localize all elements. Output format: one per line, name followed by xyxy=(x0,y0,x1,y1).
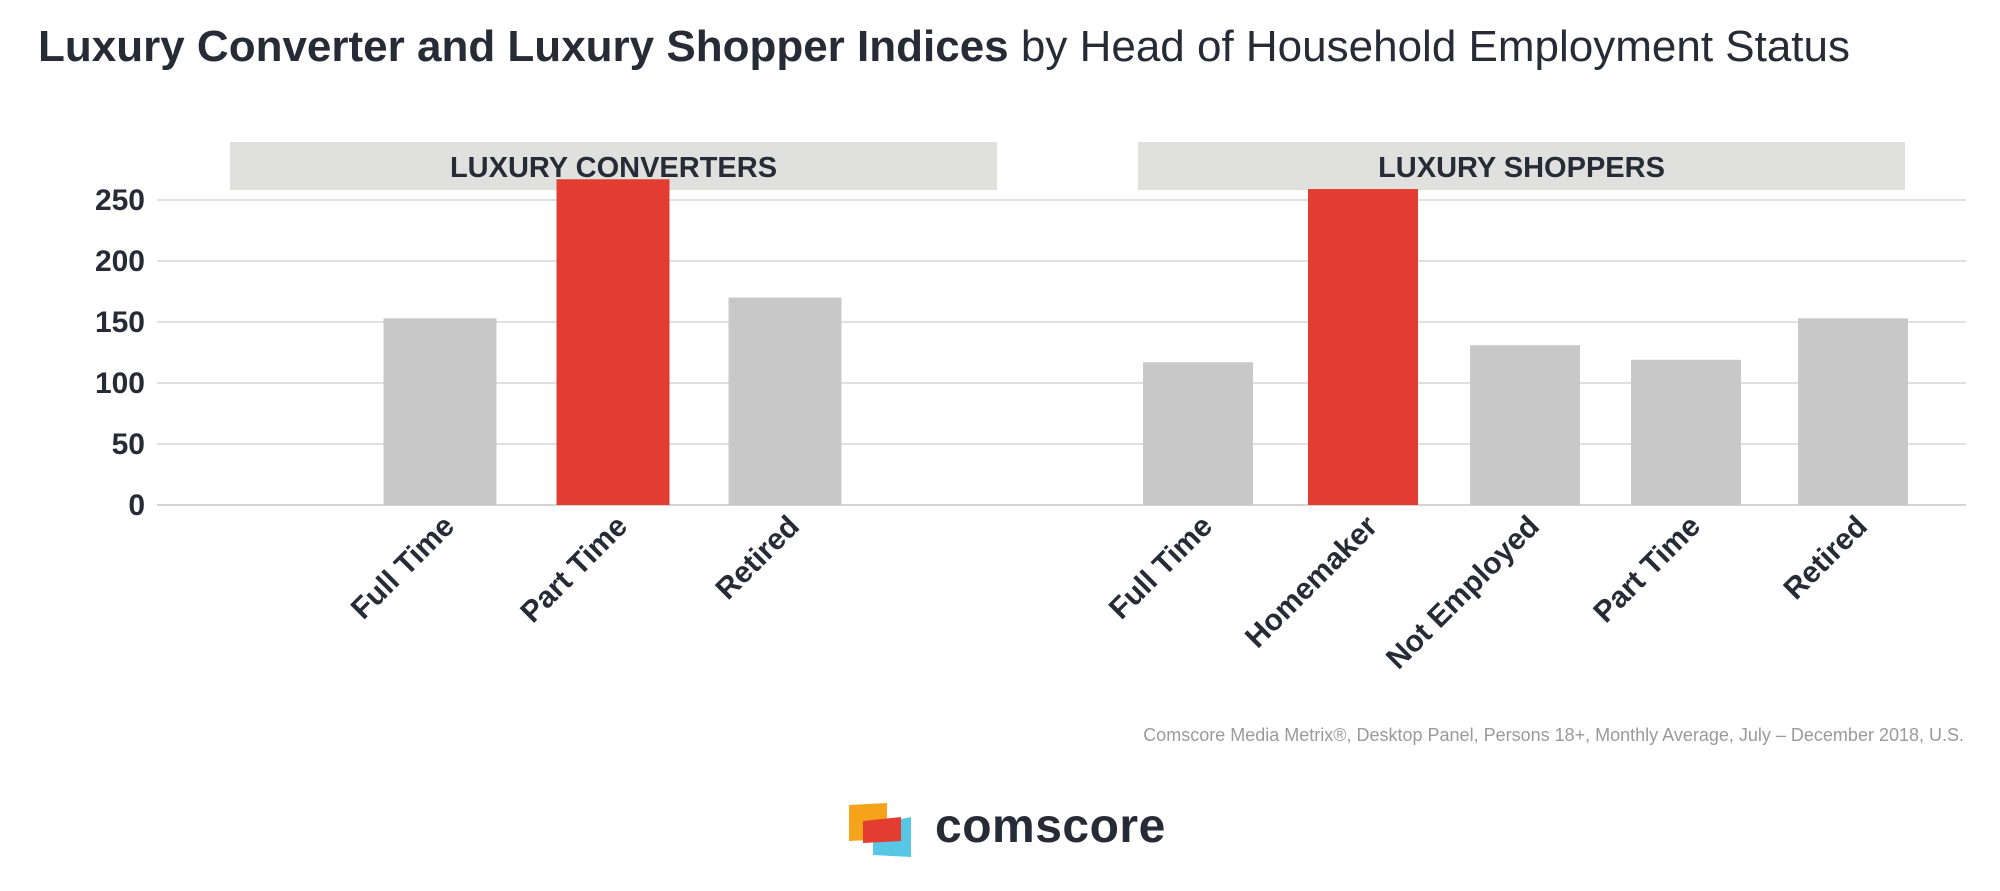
bar xyxy=(728,297,842,505)
panel-header xyxy=(1138,142,1905,190)
bar xyxy=(1470,345,1580,505)
y-tick-label: 150 xyxy=(95,306,145,339)
source-footnote: Comscore Media Metrix®, Desktop Panel, P… xyxy=(1143,725,1964,745)
y-tick-label: 50 xyxy=(112,428,145,461)
chart-title-bold: Luxury Converter and Luxury Shopper Indi… xyxy=(38,22,1009,71)
bar xyxy=(1308,189,1418,505)
panel-title: LUXURY CONVERTERS xyxy=(450,152,777,184)
category-label: Part Time xyxy=(514,510,634,630)
bar xyxy=(1631,359,1741,505)
y-tick-label: 200 xyxy=(95,245,145,278)
bar xyxy=(1143,362,1253,505)
category-label: Not Employed xyxy=(1380,510,1546,676)
bar xyxy=(383,318,497,505)
comscore-logo-text: comscore xyxy=(935,800,1166,853)
category-label: Part Time xyxy=(1587,510,1707,630)
panel-title: LUXURY SHOPPERS xyxy=(1378,152,1665,184)
y-tick-label: 250 xyxy=(95,184,145,217)
category-label: Homemaker xyxy=(1239,509,1384,654)
chart-title-rest: by Head of Household Employment Status xyxy=(1008,22,1851,71)
bar xyxy=(1798,318,1908,505)
category-label: Full Time xyxy=(1103,510,1219,626)
bar-chart: 0 50 100 150 200 250 LUXURY CONVERTERS Full Tim… xyxy=(95,142,1966,676)
chart-title: Luxury Converter and Luxury Shopper Indi… xyxy=(38,22,1850,72)
bar xyxy=(556,179,670,505)
category-label: Full Time xyxy=(345,510,461,626)
category-label: Retired xyxy=(1778,510,1874,606)
category-label: Retired xyxy=(710,510,806,606)
y-tick-label: 100 xyxy=(95,367,145,400)
comscore-logo-icon xyxy=(849,803,911,857)
y-tick-label: 0 xyxy=(128,489,145,522)
